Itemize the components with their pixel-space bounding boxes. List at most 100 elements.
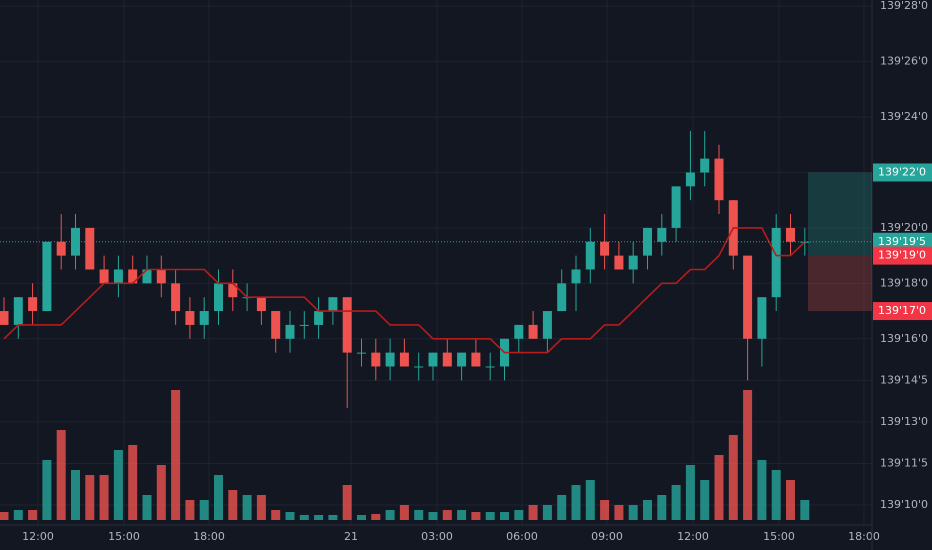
volume-bar	[399, 505, 409, 520]
volume-bar	[371, 514, 381, 520]
y-tick-label: 139'24'0	[880, 110, 928, 123]
y-tick-label: 139'28'0	[880, 0, 928, 12]
price-marker-label: 139'19'0	[878, 249, 926, 262]
volume-bar	[42, 460, 52, 520]
candle-body	[771, 227, 781, 298]
volume-bar	[528, 505, 538, 520]
y-tick-label: 139'13'0	[880, 415, 928, 428]
volume-bar	[428, 512, 438, 520]
volume-bar	[700, 480, 710, 520]
candle-body	[442, 352, 452, 367]
volume-bar	[113, 450, 123, 520]
candle-body	[643, 227, 652, 256]
volume-bar	[185, 500, 195, 520]
candle-body	[214, 283, 223, 312]
x-tick-label: 06:00	[506, 530, 538, 543]
candle-body	[714, 158, 724, 201]
candle-body	[0, 311, 9, 325]
candle-body	[414, 366, 424, 368]
candle-body	[399, 352, 409, 367]
volume-bar	[657, 495, 667, 520]
price-marker-label: 139'17'0	[878, 304, 926, 317]
volume-bar	[457, 510, 467, 520]
candle-body	[328, 297, 338, 312]
candle-body	[314, 311, 324, 325]
candle-body	[614, 255, 624, 270]
volume-bar	[199, 500, 209, 520]
volume-bar	[171, 390, 181, 520]
x-tick-label: 18:00	[848, 530, 880, 543]
volume-bar	[156, 465, 166, 520]
price-marker-label: 139'19'5	[878, 235, 926, 248]
volume-bar	[56, 430, 66, 520]
candle-body	[786, 227, 795, 242]
candle-body	[113, 269, 123, 284]
volume-bar	[299, 515, 309, 520]
volume-bar	[414, 510, 424, 520]
volume-bar	[128, 445, 138, 520]
candle-body	[128, 269, 138, 284]
volume-bar	[214, 475, 223, 520]
volume-bar	[271, 510, 281, 520]
candle-body	[700, 158, 710, 173]
candle-body	[156, 269, 166, 284]
volume-bar	[256, 495, 266, 520]
candle-body	[371, 352, 381, 367]
volume-bar	[342, 485, 352, 520]
volume-bar	[99, 475, 109, 520]
candle-body	[99, 269, 109, 284]
volume-bar	[571, 485, 581, 520]
volume-bar	[385, 510, 395, 520]
price-marker	[873, 302, 932, 321]
volume-bar	[71, 470, 80, 520]
volume-bar	[142, 495, 152, 520]
price-marker-label: 139'22'0	[878, 165, 926, 178]
volume-bar	[285, 512, 295, 520]
candle-body	[557, 283, 567, 312]
x-tick-label: 21	[344, 530, 358, 543]
candle-body	[228, 283, 238, 298]
candle-body	[485, 366, 495, 368]
volume-bar	[28, 510, 38, 520]
candle-body	[185, 311, 195, 325]
x-tick-label: 09:00	[591, 530, 623, 543]
profit-zone	[808, 172, 872, 256]
loss-zone	[808, 255, 872, 312]
volume-bar	[471, 512, 481, 520]
volume-bar	[671, 485, 681, 520]
candle-body	[585, 241, 595, 270]
volume-bar	[714, 455, 724, 520]
volume-bar	[643, 500, 652, 520]
candle-body	[13, 297, 23, 325]
volume-bar	[514, 510, 524, 520]
y-tick-label: 139'18'0	[880, 276, 928, 289]
candle-body	[428, 352, 438, 367]
volume-bar	[85, 475, 95, 520]
candle-body	[199, 311, 209, 325]
candle-body	[528, 324, 538, 339]
volume-bar	[585, 480, 595, 520]
candle-body	[657, 227, 667, 242]
x-tick-label: 12:00	[677, 530, 709, 543]
volume-bar	[600, 500, 610, 520]
volume-bar	[757, 460, 767, 520]
volume-bar	[0, 512, 9, 520]
price-marker	[873, 232, 932, 251]
volume-bar	[628, 505, 638, 520]
candle-body	[171, 283, 181, 312]
candle-body	[342, 297, 352, 353]
volume-bar	[228, 490, 238, 520]
x-tick-label: 03:00	[421, 530, 453, 543]
volume-bar	[442, 510, 452, 520]
volume-bar	[685, 465, 695, 520]
volume-bar	[500, 512, 509, 520]
volume-bar	[314, 515, 324, 520]
candle-body	[757, 297, 767, 339]
y-tick-label: 139'20'0	[880, 221, 928, 234]
candle-body	[357, 352, 366, 354]
moving-average	[3, 227, 806, 354]
candle-body	[671, 186, 681, 228]
x-tick-label: 12:00	[22, 530, 54, 543]
